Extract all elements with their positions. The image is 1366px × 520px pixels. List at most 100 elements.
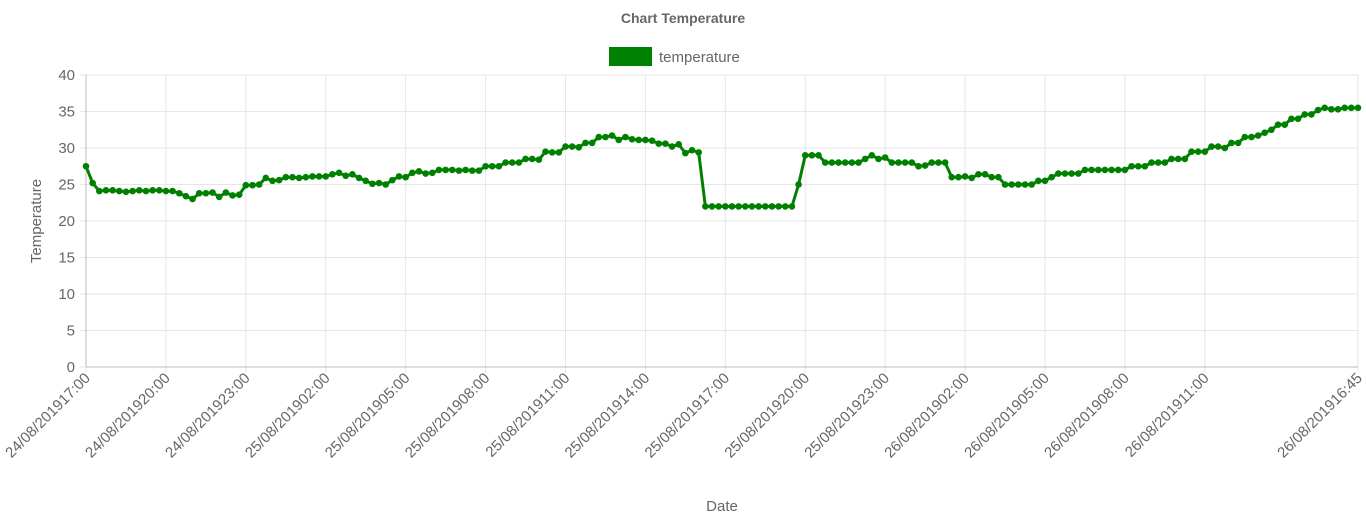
data-point[interactable] — [1035, 177, 1042, 185]
data-point[interactable] — [455, 167, 463, 174]
data-point[interactable] — [528, 155, 536, 163]
data-point[interactable] — [1148, 159, 1155, 166]
data-point[interactable] — [548, 149, 556, 156]
data-point[interactable] — [508, 159, 516, 166]
data-point[interactable] — [821, 159, 829, 166]
data-point[interactable] — [848, 159, 856, 166]
data-point[interactable] — [495, 162, 503, 170]
data-point[interactable] — [915, 162, 922, 170]
data-point[interactable] — [1308, 111, 1315, 118]
data-point[interactable] — [815, 152, 822, 159]
data-point[interactable] — [722, 203, 729, 210]
data-point[interactable] — [409, 169, 416, 177]
data-point[interactable] — [1001, 181, 1009, 188]
data-point[interactable] — [229, 192, 236, 199]
data-point[interactable] — [1028, 181, 1035, 188]
data-point[interactable] — [655, 140, 663, 147]
data-point[interactable] — [901, 159, 909, 166]
data-point[interactable] — [1101, 166, 1109, 174]
data-point[interactable] — [215, 193, 223, 201]
data-point[interactable] — [968, 174, 976, 182]
data-point[interactable] — [149, 187, 156, 194]
data-point[interactable] — [975, 170, 982, 178]
data-point[interactable] — [96, 187, 103, 195]
data-point[interactable] — [1081, 166, 1089, 174]
data-point[interactable] — [1074, 170, 1082, 177]
data-point[interactable] — [908, 159, 916, 166]
data-point[interactable] — [275, 176, 283, 184]
data-point[interactable] — [1154, 159, 1162, 166]
data-point[interactable] — [1048, 173, 1055, 181]
data-point[interactable] — [142, 187, 150, 195]
data-point[interactable] — [1234, 139, 1242, 147]
data-point[interactable] — [941, 159, 949, 166]
data-point[interactable] — [389, 176, 396, 184]
data-point[interactable] — [1134, 162, 1142, 170]
data-point[interactable] — [861, 155, 869, 163]
data-point[interactable] — [102, 187, 110, 194]
data-point[interactable] — [881, 154, 889, 161]
data-point[interactable] — [682, 149, 689, 157]
data-point[interactable] — [1341, 104, 1348, 112]
data-point[interactable] — [1314, 106, 1322, 114]
data-point[interactable] — [835, 159, 842, 166]
data-point[interactable] — [1288, 115, 1295, 123]
data-point[interactable] — [1108, 166, 1115, 174]
data-point[interactable] — [1241, 133, 1249, 141]
data-point[interactable] — [1354, 104, 1362, 112]
data-point[interactable] — [1228, 139, 1235, 147]
data-point[interactable] — [235, 191, 243, 199]
data-point[interactable] — [1181, 155, 1189, 163]
data-point[interactable] — [695, 149, 702, 156]
data-point[interactable] — [175, 189, 183, 197]
data-point[interactable] — [155, 187, 163, 194]
data-point[interactable] — [1208, 143, 1215, 150]
data-point[interactable] — [628, 135, 636, 143]
data-point[interactable] — [1114, 166, 1122, 174]
data-point[interactable] — [841, 159, 849, 166]
data-point[interactable] — [1281, 121, 1289, 128]
data-point[interactable] — [295, 174, 303, 182]
data-point[interactable] — [648, 137, 656, 144]
data-point[interactable] — [422, 170, 429, 177]
data-point[interactable] — [1041, 177, 1049, 185]
data-point[interactable] — [302, 173, 310, 181]
data-point[interactable] — [309, 173, 316, 180]
data-point[interactable] — [395, 173, 403, 180]
data-point[interactable] — [828, 159, 836, 166]
data-point[interactable] — [82, 162, 90, 170]
data-point[interactable] — [742, 203, 749, 210]
data-point[interactable] — [1214, 143, 1222, 150]
data-point[interactable] — [1274, 121, 1282, 128]
data-point[interactable] — [1248, 133, 1255, 141]
data-point[interactable] — [195, 189, 203, 197]
data-point[interactable] — [768, 203, 776, 210]
data-point[interactable] — [608, 132, 616, 139]
data-point[interactable] — [675, 141, 683, 148]
data-point[interactable] — [1348, 104, 1355, 112]
data-point[interactable] — [329, 170, 336, 178]
data-point[interactable] — [595, 133, 603, 141]
data-point[interactable] — [868, 152, 876, 159]
data-point[interactable] — [995, 173, 1002, 181]
data-point[interactable] — [562, 143, 569, 150]
data-point[interactable] — [761, 203, 769, 210]
data-point[interactable] — [728, 203, 736, 210]
data-point[interactable] — [122, 188, 130, 196]
data-point[interactable] — [735, 203, 742, 210]
data-point[interactable] — [1088, 166, 1095, 174]
data-point[interactable] — [109, 187, 116, 194]
data-point[interactable] — [482, 162, 489, 170]
data-point[interactable] — [588, 139, 596, 147]
data-point[interactable] — [315, 173, 323, 180]
data-point[interactable] — [515, 159, 523, 166]
data-point[interactable] — [1128, 162, 1135, 170]
data-point[interactable] — [442, 166, 449, 174]
data-point[interactable] — [129, 187, 136, 195]
data-point[interactable] — [182, 192, 190, 200]
data-point[interactable] — [488, 162, 496, 170]
data-point[interactable] — [255, 181, 263, 188]
data-point[interactable] — [435, 166, 443, 174]
data-point[interactable] — [542, 148, 549, 155]
data-point[interactable] — [1141, 162, 1149, 170]
